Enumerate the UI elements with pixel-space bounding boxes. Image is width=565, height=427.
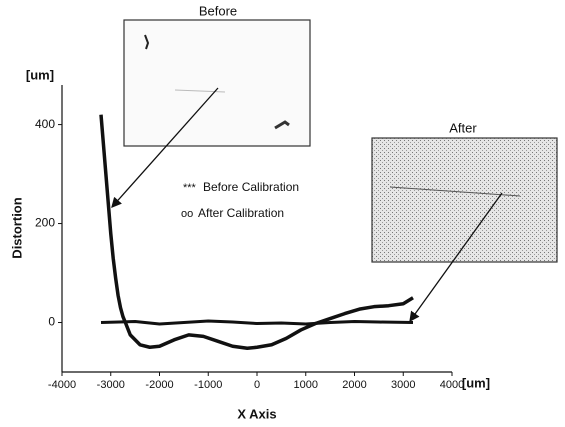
x-tick-label: -3000 bbox=[97, 379, 125, 391]
legend-marker: oo bbox=[181, 208, 193, 220]
arrow bbox=[111, 87, 219, 208]
legend-label: Before Calibration bbox=[203, 180, 299, 194]
before-image bbox=[123, 19, 311, 147]
x-tick-label: 4000 bbox=[440, 379, 464, 391]
x-tick-label: 0 bbox=[254, 379, 260, 391]
x-tick-label: -1000 bbox=[194, 379, 222, 391]
x-tick-label: -4000 bbox=[48, 379, 76, 391]
y-tick-label: 200 bbox=[35, 216, 55, 230]
y-unit: [um] bbox=[26, 67, 54, 82]
y-tick-label: 0 bbox=[48, 315, 55, 329]
x-tick-label: 3000 bbox=[391, 379, 415, 391]
x-axis-title: X Axis bbox=[237, 406, 276, 421]
y-axis-title: Distortion bbox=[9, 197, 24, 258]
x-tick-label: 1000 bbox=[294, 379, 318, 391]
annotation: After bbox=[449, 120, 477, 135]
x-tick-label: 2000 bbox=[342, 379, 366, 391]
y-tick-label: 400 bbox=[35, 117, 55, 131]
series-line bbox=[99, 114, 414, 350]
legend-marker: *** bbox=[183, 182, 197, 194]
x-tick-label: -2000 bbox=[145, 379, 173, 391]
after-image bbox=[371, 137, 558, 263]
x-unit: [um] bbox=[462, 375, 490, 390]
arrow bbox=[409, 192, 503, 323]
series-line bbox=[100, 319, 414, 326]
legend-label: After Calibration bbox=[198, 206, 284, 220]
annotation: Before bbox=[199, 3, 237, 18]
